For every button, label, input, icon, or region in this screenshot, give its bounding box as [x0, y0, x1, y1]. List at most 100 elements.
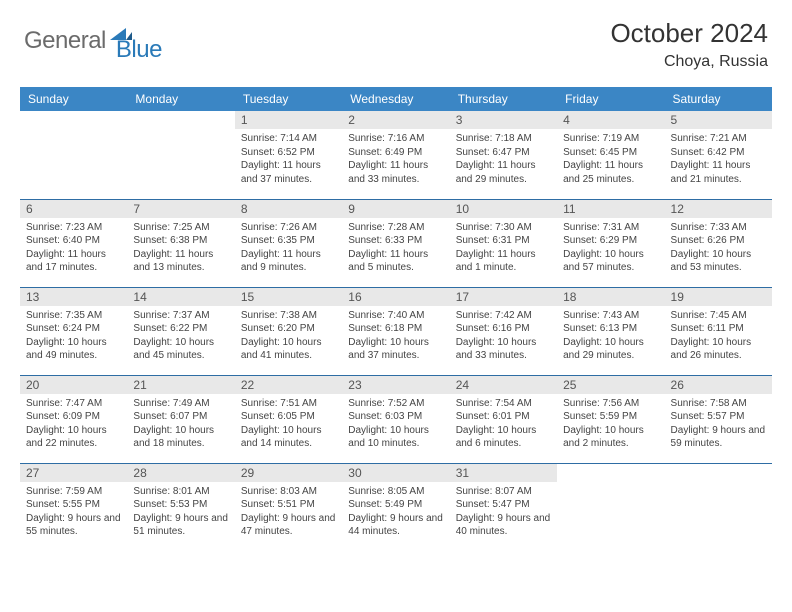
day-number: 11	[557, 200, 664, 218]
day-details: Sunrise: 7:33 AMSunset: 6:26 PMDaylight:…	[665, 218, 772, 279]
calendar-cell: 23Sunrise: 7:52 AMSunset: 6:03 PMDayligh…	[342, 375, 449, 463]
day-number: 10	[450, 200, 557, 218]
calendar-cell: 20Sunrise: 7:47 AMSunset: 6:09 PMDayligh…	[20, 375, 127, 463]
location-label: Choya, Russia	[610, 53, 768, 71]
calendar-row: 27Sunrise: 7:59 AMSunset: 5:55 PMDayligh…	[20, 463, 772, 551]
day-number: 7	[127, 200, 234, 218]
day-number: 27	[20, 464, 127, 482]
day-details: Sunrise: 8:05 AMSunset: 5:49 PMDaylight:…	[342, 482, 449, 543]
day-number: 26	[665, 376, 772, 394]
calendar-row: ....1Sunrise: 7:14 AMSunset: 6:52 PMDayl…	[20, 111, 772, 199]
calendar-cell: ..	[20, 111, 127, 199]
day-details: Sunrise: 7:59 AMSunset: 5:55 PMDaylight:…	[20, 482, 127, 543]
day-number: 20	[20, 376, 127, 394]
calendar-cell: ..	[665, 463, 772, 551]
calendar-cell: 30Sunrise: 8:05 AMSunset: 5:49 PMDayligh…	[342, 463, 449, 551]
day-number: 16	[342, 288, 449, 306]
day-details: Sunrise: 8:03 AMSunset: 5:51 PMDaylight:…	[235, 482, 342, 543]
calendar-cell: 11Sunrise: 7:31 AMSunset: 6:29 PMDayligh…	[557, 199, 664, 287]
calendar-cell: 27Sunrise: 7:59 AMSunset: 5:55 PMDayligh…	[20, 463, 127, 551]
day-number: 9	[342, 200, 449, 218]
calendar-cell: 13Sunrise: 7:35 AMSunset: 6:24 PMDayligh…	[20, 287, 127, 375]
weekday-header: Sunday	[20, 87, 127, 111]
calendar-row: 6Sunrise: 7:23 AMSunset: 6:40 PMDaylight…	[20, 199, 772, 287]
day-details: Sunrise: 7:23 AMSunset: 6:40 PMDaylight:…	[20, 218, 127, 279]
calendar-grid: SundayMondayTuesdayWednesdayThursdayFrid…	[20, 87, 772, 551]
day-details: Sunrise: 7:49 AMSunset: 6:07 PMDaylight:…	[127, 394, 234, 455]
calendar-cell: 7Sunrise: 7:25 AMSunset: 6:38 PMDaylight…	[127, 199, 234, 287]
weekday-header: Friday	[557, 87, 664, 111]
calendar-cell: 29Sunrise: 8:03 AMSunset: 5:51 PMDayligh…	[235, 463, 342, 551]
day-number: 31	[450, 464, 557, 482]
brand-logo: General Blue	[24, 18, 162, 64]
calendar-cell: 5Sunrise: 7:21 AMSunset: 6:42 PMDaylight…	[665, 111, 772, 199]
calendar-cell: 17Sunrise: 7:42 AMSunset: 6:16 PMDayligh…	[450, 287, 557, 375]
day-details: Sunrise: 7:19 AMSunset: 6:45 PMDaylight:…	[557, 129, 664, 190]
header: General Blue October 2024 Choya, Russia	[0, 0, 792, 79]
day-number: 5	[665, 111, 772, 129]
day-details: Sunrise: 7:30 AMSunset: 6:31 PMDaylight:…	[450, 218, 557, 279]
day-details: Sunrise: 7:54 AMSunset: 6:01 PMDaylight:…	[450, 394, 557, 455]
calendar-cell: 22Sunrise: 7:51 AMSunset: 6:05 PMDayligh…	[235, 375, 342, 463]
brand-general: General	[24, 27, 106, 55]
calendar-cell: 25Sunrise: 7:56 AMSunset: 5:59 PMDayligh…	[557, 375, 664, 463]
day-number: 22	[235, 376, 342, 394]
calendar-cell: 26Sunrise: 7:58 AMSunset: 5:57 PMDayligh…	[665, 375, 772, 463]
day-number: 13	[20, 288, 127, 306]
calendar-row: 20Sunrise: 7:47 AMSunset: 6:09 PMDayligh…	[20, 375, 772, 463]
day-details: Sunrise: 7:16 AMSunset: 6:49 PMDaylight:…	[342, 129, 449, 190]
day-number: 14	[127, 288, 234, 306]
calendar-cell: 21Sunrise: 7:49 AMSunset: 6:07 PMDayligh…	[127, 375, 234, 463]
weekday-header: Monday	[127, 87, 234, 111]
calendar-cell: 2Sunrise: 7:16 AMSunset: 6:49 PMDaylight…	[342, 111, 449, 199]
calendar-cell: ..	[127, 111, 234, 199]
calendar-cell: 1Sunrise: 7:14 AMSunset: 6:52 PMDaylight…	[235, 111, 342, 199]
calendar-cell: 31Sunrise: 8:07 AMSunset: 5:47 PMDayligh…	[450, 463, 557, 551]
month-title: October 2024	[610, 18, 768, 49]
day-number: 15	[235, 288, 342, 306]
calendar-cell: 3Sunrise: 7:18 AMSunset: 6:47 PMDaylight…	[450, 111, 557, 199]
day-details: Sunrise: 8:07 AMSunset: 5:47 PMDaylight:…	[450, 482, 557, 543]
calendar-cell: 16Sunrise: 7:40 AMSunset: 6:18 PMDayligh…	[342, 287, 449, 375]
day-details: Sunrise: 7:14 AMSunset: 6:52 PMDaylight:…	[235, 129, 342, 190]
calendar-cell: 15Sunrise: 7:38 AMSunset: 6:20 PMDayligh…	[235, 287, 342, 375]
day-details: Sunrise: 7:43 AMSunset: 6:13 PMDaylight:…	[557, 306, 664, 367]
day-details: Sunrise: 7:58 AMSunset: 5:57 PMDaylight:…	[665, 394, 772, 455]
day-details: Sunrise: 7:56 AMSunset: 5:59 PMDaylight:…	[557, 394, 664, 455]
day-number: 19	[665, 288, 772, 306]
day-details: Sunrise: 7:38 AMSunset: 6:20 PMDaylight:…	[235, 306, 342, 367]
day-details: Sunrise: 7:31 AMSunset: 6:29 PMDaylight:…	[557, 218, 664, 279]
day-details: Sunrise: 7:25 AMSunset: 6:38 PMDaylight:…	[127, 218, 234, 279]
calendar-cell: 10Sunrise: 7:30 AMSunset: 6:31 PMDayligh…	[450, 199, 557, 287]
day-number: 1	[235, 111, 342, 129]
day-details: Sunrise: 8:01 AMSunset: 5:53 PMDaylight:…	[127, 482, 234, 543]
weekday-header: Thursday	[450, 87, 557, 111]
weekday-header-row: SundayMondayTuesdayWednesdayThursdayFrid…	[20, 87, 772, 111]
day-details: Sunrise: 7:26 AMSunset: 6:35 PMDaylight:…	[235, 218, 342, 279]
day-number: 3	[450, 111, 557, 129]
calendar-cell: 6Sunrise: 7:23 AMSunset: 6:40 PMDaylight…	[20, 199, 127, 287]
day-number: 23	[342, 376, 449, 394]
day-details: Sunrise: 7:51 AMSunset: 6:05 PMDaylight:…	[235, 394, 342, 455]
day-number: 29	[235, 464, 342, 482]
calendar-cell: 12Sunrise: 7:33 AMSunset: 6:26 PMDayligh…	[665, 199, 772, 287]
calendar-cell: 4Sunrise: 7:19 AMSunset: 6:45 PMDaylight…	[557, 111, 664, 199]
day-details: Sunrise: 7:28 AMSunset: 6:33 PMDaylight:…	[342, 218, 449, 279]
day-number: 2	[342, 111, 449, 129]
calendar-cell: 14Sunrise: 7:37 AMSunset: 6:22 PMDayligh…	[127, 287, 234, 375]
day-number: 6	[20, 200, 127, 218]
day-details: Sunrise: 7:52 AMSunset: 6:03 PMDaylight:…	[342, 394, 449, 455]
day-details: Sunrise: 7:47 AMSunset: 6:09 PMDaylight:…	[20, 394, 127, 455]
day-number: 17	[450, 288, 557, 306]
day-number: 25	[557, 376, 664, 394]
calendar-cell: 18Sunrise: 7:43 AMSunset: 6:13 PMDayligh…	[557, 287, 664, 375]
brand-blue: Blue	[116, 36, 162, 64]
calendar-cell: 19Sunrise: 7:45 AMSunset: 6:11 PMDayligh…	[665, 287, 772, 375]
weekday-header: Wednesday	[342, 87, 449, 111]
day-number: 21	[127, 376, 234, 394]
day-details: Sunrise: 7:45 AMSunset: 6:11 PMDaylight:…	[665, 306, 772, 367]
calendar-body: ....1Sunrise: 7:14 AMSunset: 6:52 PMDayl…	[20, 111, 772, 551]
day-details: Sunrise: 7:37 AMSunset: 6:22 PMDaylight:…	[127, 306, 234, 367]
day-details: Sunrise: 7:18 AMSunset: 6:47 PMDaylight:…	[450, 129, 557, 190]
calendar-cell: 8Sunrise: 7:26 AMSunset: 6:35 PMDaylight…	[235, 199, 342, 287]
